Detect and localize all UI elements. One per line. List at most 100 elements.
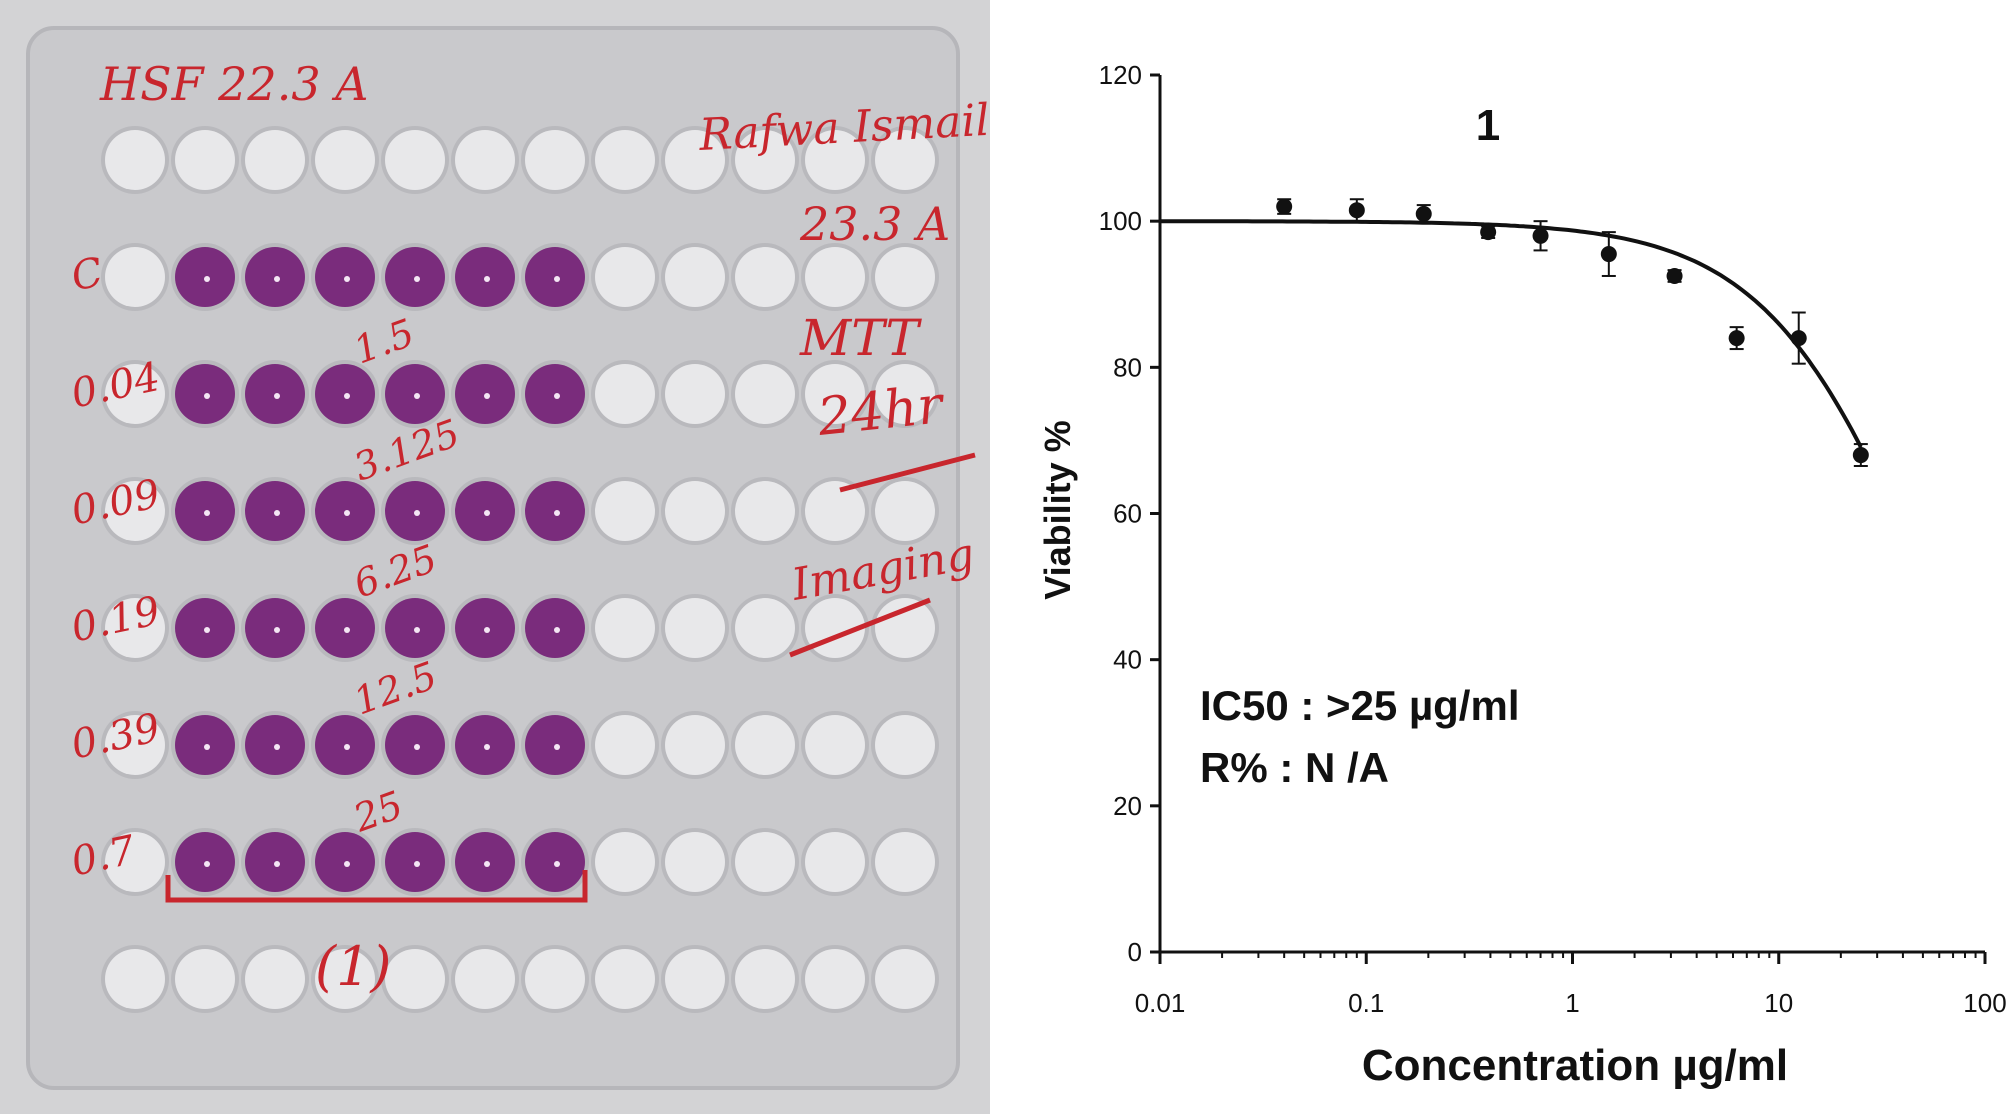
data-point [1728,330,1745,347]
well-empty [595,949,655,1009]
well-empty [595,715,655,775]
well-empty [175,949,235,1009]
well-highlight [274,627,280,633]
data-point [1415,205,1432,222]
well-empty [665,364,725,424]
well-highlight [274,510,280,516]
well-empty [175,130,235,190]
well-highlight [554,627,560,633]
well-highlight [484,393,490,399]
well-empty [315,130,375,190]
well-highlight [554,393,560,399]
well-empty [315,949,375,1009]
well-empty [875,364,935,424]
chart-title: 1 [1476,101,1500,150]
well-empty [875,949,935,1009]
x-tick-label: 0.1 [1348,988,1384,1018]
well-empty [805,481,865,541]
well-highlight [414,276,420,282]
ic50-annotation: IC50 : >25 µg/ml [1200,682,1520,729]
y-tick-label: 20 [1113,791,1142,821]
well-empty [455,130,515,190]
plate-photo: HSF 22.3 A Rafwa Ismail 23.3 A MTT 24hr … [0,0,990,1114]
well-empty [735,832,795,892]
well-empty [595,364,655,424]
fit-curve [1160,219,1863,448]
compound-label: (1) [315,935,392,998]
well-highlight [554,744,560,750]
y-axis-title: Viability % [1040,420,1078,599]
r-annotation: R% : N /A [1200,744,1389,791]
well-highlight [414,510,420,516]
data-point [1532,227,1549,244]
well-empty [595,832,655,892]
well-highlight [344,627,350,633]
well-empty [735,481,795,541]
well-empty [665,481,725,541]
x-ticks: 0.01 0.1 1 10 100 [1135,952,2007,1018]
well-highlight [204,276,210,282]
well-empty [875,481,935,541]
well-highlight [204,861,210,867]
well-highlight [204,393,210,399]
y-tick-label: 60 [1113,499,1142,529]
well-empty [595,247,655,307]
data-point [1480,224,1497,241]
well-highlight [204,510,210,516]
well-highlight [344,744,350,750]
well-highlight [344,510,350,516]
y-ticks: 0 20 40 60 80 100 120 [1099,60,1160,967]
well-highlight [344,861,350,867]
duration-underline [839,452,976,493]
well-empty [665,130,725,190]
well-empty [805,247,865,307]
x-axis-title: Concentration µg/ml [1362,1041,1788,1090]
well-highlight [414,744,420,750]
well-empty [665,949,725,1009]
well-empty [105,949,165,1009]
chart-svg: 0 20 40 60 80 100 120 0.01 0.1 1 10 100 1 Viabilit… [1040,60,2007,1090]
well-empty [105,715,165,775]
y-tick-label: 0 [1128,937,1142,967]
duration-text: 24hr [814,375,948,448]
well-highlight [344,276,350,282]
well-empty [595,481,655,541]
well-highlight [274,744,280,750]
well-empty [805,949,865,1009]
data-point [1276,198,1293,215]
well-highlight [484,276,490,282]
well-highlight [344,393,350,399]
well-empty [875,130,935,190]
header-right-code: 23.3 A [799,197,950,251]
well-empty [105,481,165,541]
well-highlight [554,276,560,282]
assay-text: MTT [799,309,922,367]
header-left-text: HSF 22.3 A [99,57,368,111]
well-empty [805,130,865,190]
bracket-line [165,870,588,903]
well-empty [875,247,935,307]
well-highlight [414,861,420,867]
well-empty [455,949,515,1009]
well-empty [735,247,795,307]
well-highlight [484,861,490,867]
well-empty [735,715,795,775]
well-empty [665,247,725,307]
well-empty [385,949,445,1009]
data-point [1600,246,1617,263]
y-tick-label: 120 [1099,60,1142,90]
well-highlight [414,393,420,399]
well-empty [735,598,795,658]
well-empty [245,130,305,190]
y-tick-label: 40 [1113,645,1142,675]
data-point [1790,330,1807,347]
y-tick-label: 80 [1113,352,1142,382]
well-empty [245,949,305,1009]
y-tick-label: 100 [1099,206,1142,236]
well-empty [805,715,865,775]
well-highlight [274,393,280,399]
well-empty [105,364,165,424]
well-highlight [484,627,490,633]
wells-grid [101,126,939,1013]
data-point [1666,267,1683,284]
